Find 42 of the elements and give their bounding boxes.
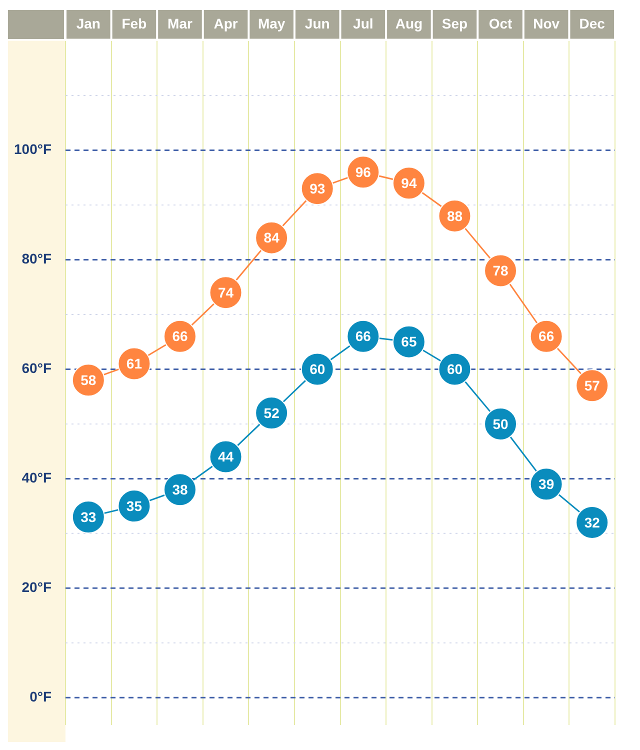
data-label: 33 — [80, 508, 96, 525]
x-tick-label: Feb — [122, 15, 147, 32]
data-label: 61 — [126, 356, 142, 372]
data-label: 58 — [80, 372, 96, 388]
data-label: 39 — [538, 476, 554, 492]
x-tick-label: Mar — [168, 15, 193, 32]
y-tick-label: 40°F — [22, 470, 52, 486]
x-tick-label: Dec — [579, 15, 606, 32]
x-tick-label: Nov — [533, 15, 560, 32]
y-tick-label: 100°F — [14, 141, 52, 158]
data-label: 35 — [126, 498, 142, 514]
x-tick-label: Aug — [395, 15, 423, 32]
x-tick-label: Sep — [442, 15, 468, 32]
y-tick-label: 20°F — [22, 579, 52, 596]
data-label: 65 — [401, 334, 417, 350]
data-label: 50 — [492, 416, 509, 432]
x-tick-label: Jun — [304, 15, 330, 32]
data-label: 66 — [172, 328, 188, 344]
x-tick-label: Jan — [76, 15, 100, 32]
y-tick-label: 0°F — [30, 688, 52, 704]
data-label: 57 — [584, 377, 600, 394]
data-label: 60 — [310, 361, 326, 378]
data-label: 96 — [355, 164, 372, 180]
data-label: 44 — [218, 448, 234, 465]
data-label: 84 — [264, 230, 280, 246]
data-label: 60 — [446, 361, 463, 378]
x-tick-label: Oct — [488, 15, 513, 32]
x-tick-label: May — [258, 15, 286, 32]
data-label: 66 — [355, 328, 372, 344]
data-label: 74 — [218, 284, 234, 300]
data-label: 52 — [264, 404, 280, 421]
data-label: 93 — [310, 180, 326, 196]
x-tick-label: Apr — [214, 15, 238, 32]
data-label: 78 — [492, 262, 509, 279]
y-tick-label: 60°F — [22, 360, 52, 376]
data-label: 94 — [401, 174, 417, 191]
data-label: 38 — [172, 481, 188, 498]
x-tick-label: Jul — [353, 15, 374, 32]
data-label: 32 — [584, 514, 600, 530]
y-tick-label: 80°F — [22, 250, 52, 267]
data-label: 66 — [538, 328, 554, 344]
data-label: 88 — [446, 208, 463, 224]
